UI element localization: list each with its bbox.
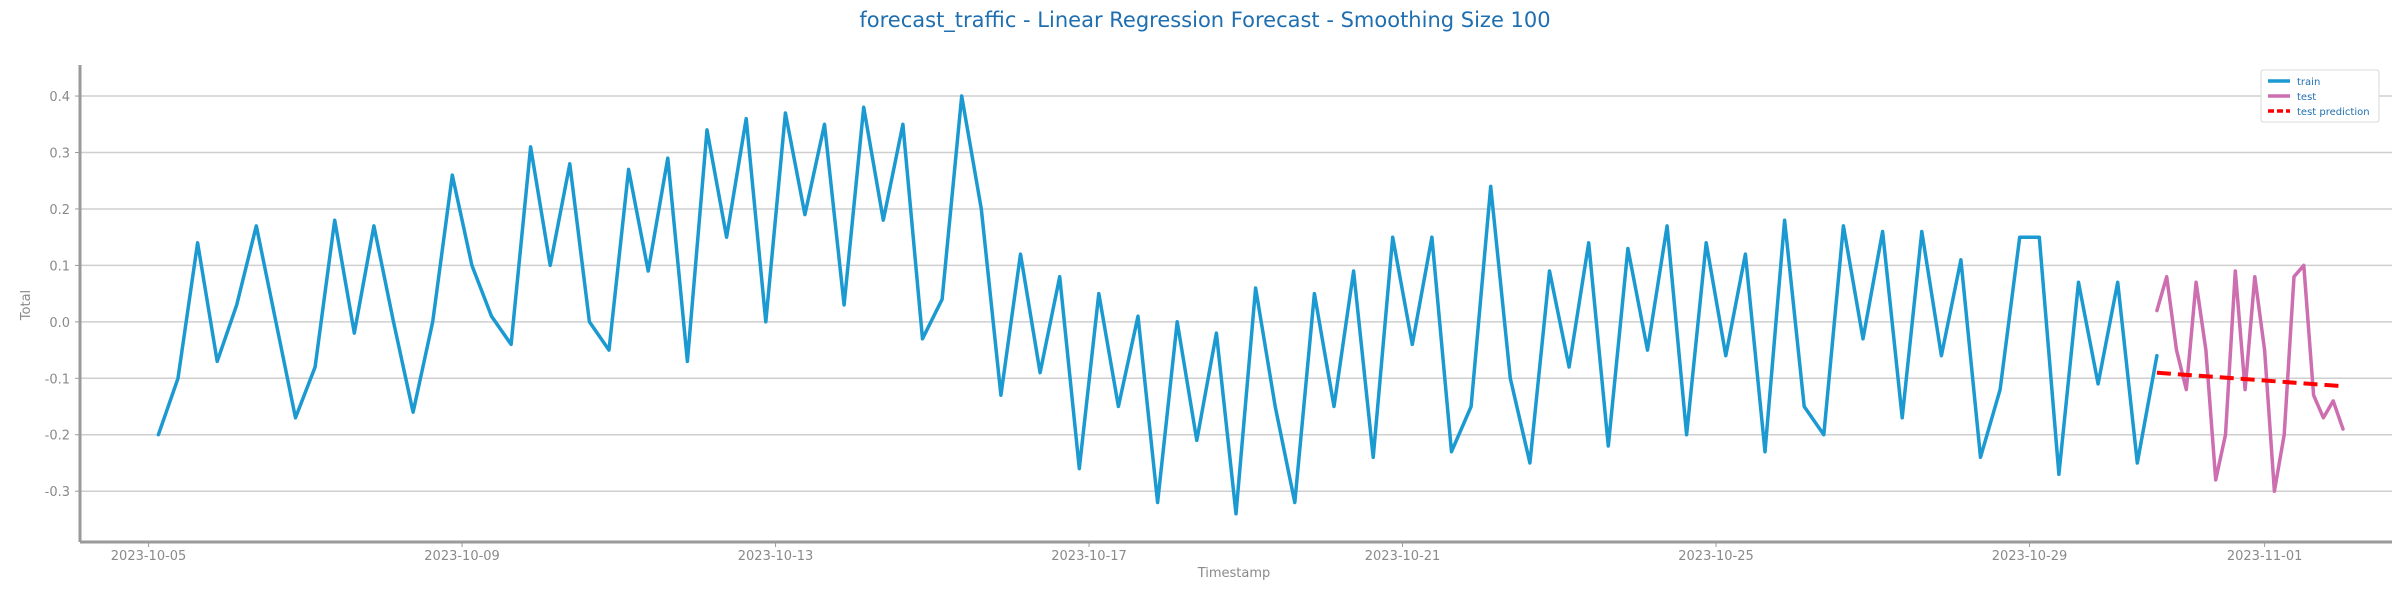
y-tick-label: 0.1 [49,259,70,274]
y-tick-label: -0.3 [45,485,70,500]
axes [78,65,2392,544]
x-tick-label: 2023-10-17 [1051,549,1127,564]
x-tick-label: 2023-10-21 [1365,549,1441,564]
legend-box [2260,69,2380,123]
y-tick-label: 0.4 [49,90,70,105]
y-ticks: -0.3 -0.2 -0.1 0.0 0.1 0.2 0.3 0.4 [45,90,80,500]
x-ticks: 2023-10-05 2023-10-09 2023-10-13 2023-10-17… [111,542,2303,564]
legend-label: train [2297,77,2320,88]
series-line-test [2155,263,2345,493]
x-axis-label: Timestamp [1197,566,1271,581]
chart-title: forecast_traffic - Linear Regression For… [859,8,1550,33]
x-tick-label: 2023-10-29 [1992,549,2068,564]
y-tick-label: 0.0 [49,316,70,331]
legend-label: test prediction [2297,107,2370,118]
y-tick-label: 0.3 [49,146,70,161]
y-tick-label: 0.2 [49,203,70,218]
series-line-test-prediction [2156,370,2344,389]
y-axis-label: Total [19,290,34,321]
y-tick-label: -0.2 [45,429,70,444]
x-tick-label: 2023-10-13 [738,549,814,564]
x-tick-label: 2023-10-05 [111,549,187,564]
series-group [156,94,2345,516]
x-tick-label: 2023-11-01 [2227,549,2303,564]
legend: train test test prediction [2260,69,2380,123]
x-tick-label: 2023-10-25 [1678,549,1754,564]
legend-label: test [2297,92,2316,103]
x-tick-label: 2023-10-09 [424,549,500,564]
y-tick-label: -0.1 [45,372,70,387]
series-line-train [156,94,2159,516]
grid [80,95,2392,492]
